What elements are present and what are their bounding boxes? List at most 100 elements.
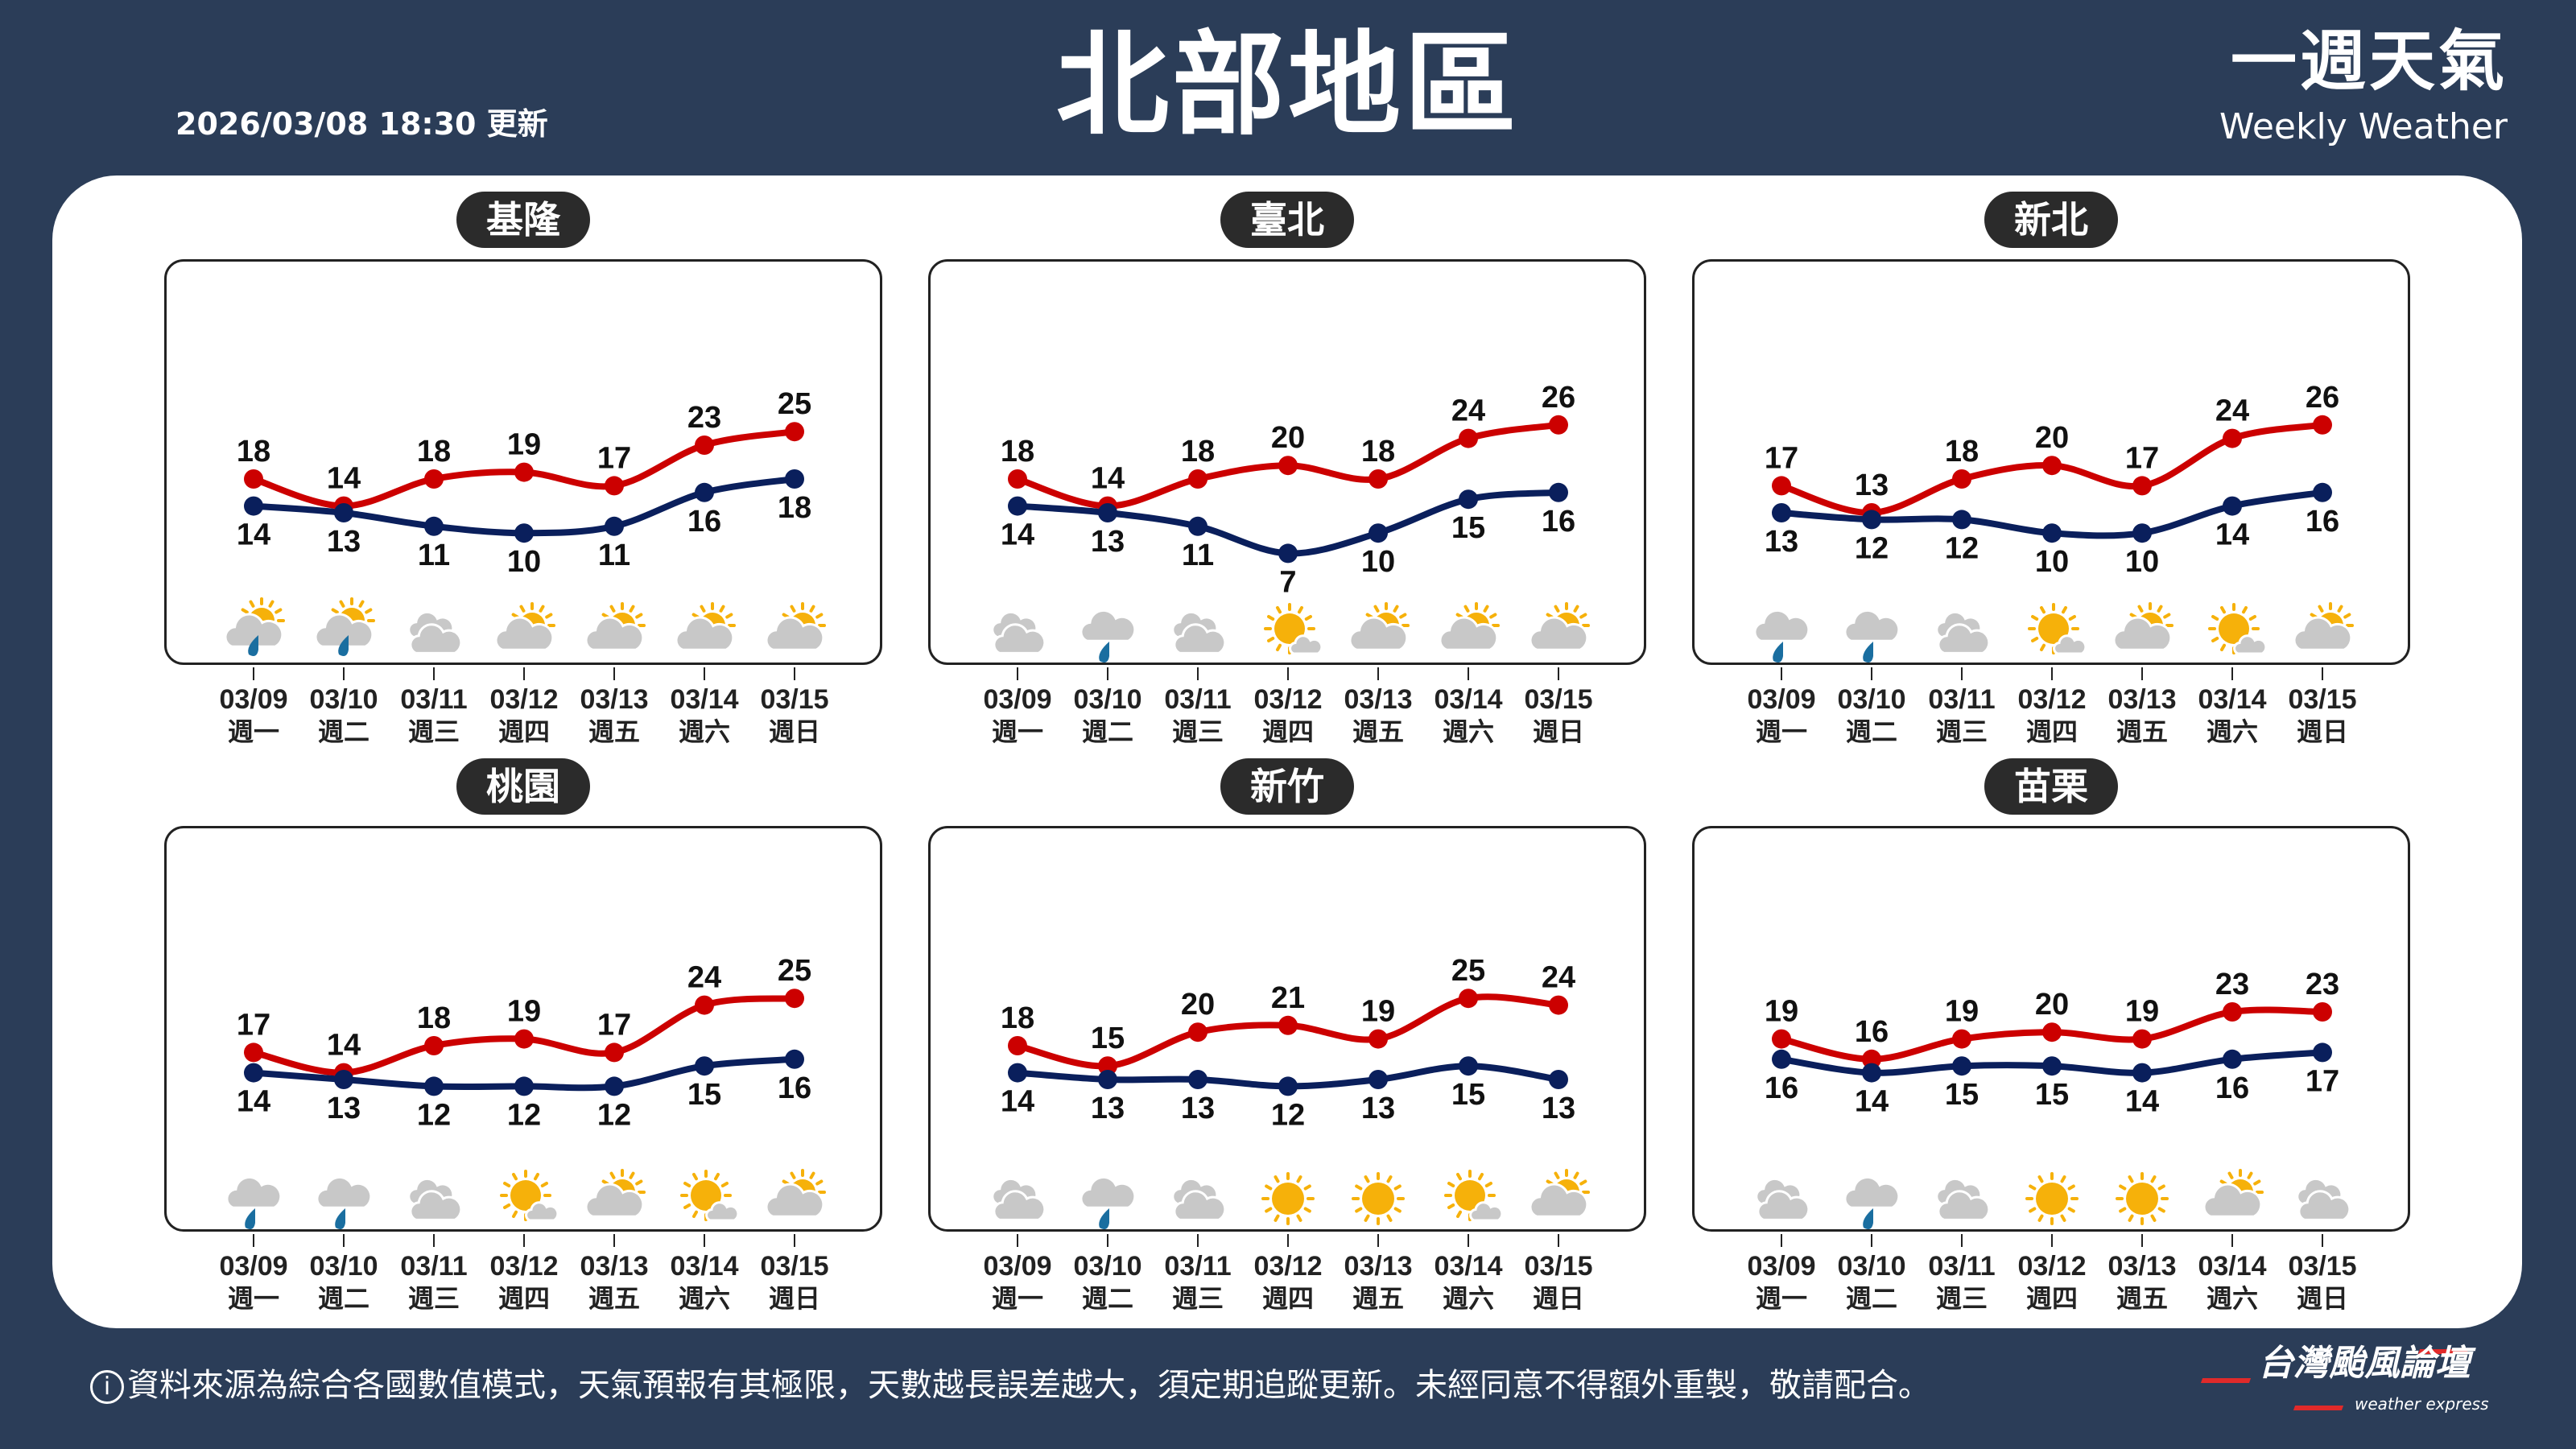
sun-shape — [691, 1180, 721, 1211]
date-label: 03/13 — [580, 1251, 648, 1282]
high-temp-label: 23 — [2215, 968, 2249, 1001]
sun-ray — [503, 1182, 511, 1187]
cloud-shape — [1173, 1190, 1227, 1221]
city-title: 桃園 — [456, 758, 590, 815]
partly-cloudy-rain-icon — [224, 597, 285, 656]
date-label: 03/13 — [1344, 684, 1412, 715]
partly-cloudy-icon — [494, 602, 555, 651]
sun-ray — [539, 605, 545, 613]
sun-shape — [2219, 613, 2249, 644]
sun-ray — [1483, 605, 1489, 613]
low-temp-point — [1862, 510, 1881, 530]
high-temp-label: 14 — [1091, 462, 1125, 496]
sun-ray — [1579, 613, 1587, 619]
high-temp-label: 26 — [1542, 381, 1575, 415]
low-temp-point — [2042, 1056, 2062, 1076]
raindrop-shape — [1099, 1208, 1109, 1229]
logo-subtext: weather express — [2355, 1394, 2489, 1414]
sun-ray — [2248, 615, 2256, 621]
weekday-label: 週四 — [1262, 716, 1314, 747]
partly-cloudy-icon — [584, 1169, 646, 1218]
low-temp-point — [244, 496, 263, 516]
sun-ray — [545, 613, 553, 619]
high-temp-label: 25 — [778, 954, 811, 988]
high-temp-point — [1772, 476, 1791, 496]
sun-ray — [2163, 613, 2171, 619]
sun-ray — [1355, 1184, 1363, 1191]
high-temp-label: 19 — [1361, 995, 1395, 1029]
low-temp-label: 10 — [1361, 545, 1395, 579]
high-temp-label: 18 — [237, 435, 270, 469]
low-temp-point — [1278, 1076, 1298, 1096]
weekday-label: 週日 — [769, 716, 820, 747]
cloud-shape — [993, 623, 1046, 654]
high-temp-point — [244, 469, 263, 489]
disclaimer-text: 資料來源為綜合各國數值模式，天氣預報有其極限，天數越長誤差越大，須定期追蹤更新。… — [127, 1367, 1930, 1404]
date-label: 03/14 — [670, 684, 738, 715]
date-label: 03/10 — [1837, 684, 1905, 715]
sun-ray — [241, 608, 249, 614]
sun-ray — [540, 1182, 548, 1187]
sun-ray — [1364, 1214, 1370, 1222]
sun-ray — [2137, 605, 2144, 613]
sun-ray — [249, 600, 255, 608]
rain-icon — [1080, 609, 1137, 663]
weekday-label: 週日 — [1533, 716, 1584, 747]
date-label: 03/12 — [2017, 684, 2086, 715]
rain-icon — [1080, 1175, 1137, 1229]
partly-cloudy-icon — [2202, 1169, 2264, 1218]
sun-ray — [1456, 1173, 1462, 1181]
low-temp-point — [334, 1070, 353, 1089]
high-temp-point — [1549, 995, 1568, 1015]
sun-ray — [1265, 1184, 1273, 1191]
cloud-shape — [584, 1183, 645, 1218]
logo: 台灣颱風論壇 weather express — [2200, 1346, 2524, 1426]
high-temp-label: 21 — [1271, 981, 1305, 1015]
low-temp-point — [785, 1049, 804, 1069]
sun-ray — [1303, 1184, 1311, 1191]
date-label: 03/14 — [1434, 684, 1502, 715]
high-temp-point — [2313, 415, 2332, 435]
sun-ray — [2220, 606, 2226, 614]
sun-ray — [1463, 605, 1470, 613]
high-temp-point — [1278, 1015, 1298, 1035]
sun-ray — [809, 605, 815, 613]
sun-ray — [2037, 1214, 2044, 1222]
low-temp-label: 13 — [1361, 1092, 1395, 1125]
sun-ray — [692, 1173, 698, 1181]
sun-ray — [1456, 1210, 1462, 1218]
sun-ray — [683, 1182, 691, 1187]
sunny-icon — [1352, 1172, 1405, 1225]
weekday-label: 週四 — [2026, 1283, 2078, 1314]
sun-ray — [1265, 1207, 1273, 1213]
high-temp-label: 14 — [327, 462, 361, 496]
sun-ray — [1364, 1175, 1370, 1183]
weekday-label: 週五 — [588, 716, 640, 747]
weekday-label: 週三 — [1936, 716, 1988, 747]
sun-ray — [809, 1171, 815, 1179]
cloudy-icon — [2296, 1177, 2351, 1221]
cloud-shape — [2233, 634, 2268, 655]
low-temp-point — [1188, 516, 1208, 536]
sun-ray — [2040, 606, 2046, 614]
high-temp-point — [1188, 469, 1208, 489]
low-temp-label: 12 — [1271, 1098, 1305, 1132]
cloud-shape — [1080, 1175, 1137, 1209]
date-label: 03/13 — [580, 684, 648, 715]
sun-ray — [714, 1173, 720, 1181]
sun-ray — [1579, 1179, 1587, 1186]
sun-ray — [719, 605, 725, 613]
low-temp-point — [1772, 1049, 1791, 1069]
date-label: 03/15 — [2288, 1251, 2356, 1282]
high-temp-point — [1368, 1029, 1388, 1049]
sun-ray — [2253, 1179, 2261, 1186]
date-label: 03/14 — [2198, 684, 2266, 715]
sun-ray — [683, 1203, 691, 1209]
high-temp-label: 18 — [1181, 435, 1215, 469]
low-temp-point — [2313, 1042, 2332, 1063]
sun-ray — [2029, 1207, 2037, 1213]
partly-cloudy-icon — [765, 602, 826, 651]
weekday-label: 週二 — [1082, 1283, 1133, 1314]
high-temp-label: 17 — [2125, 441, 2159, 475]
